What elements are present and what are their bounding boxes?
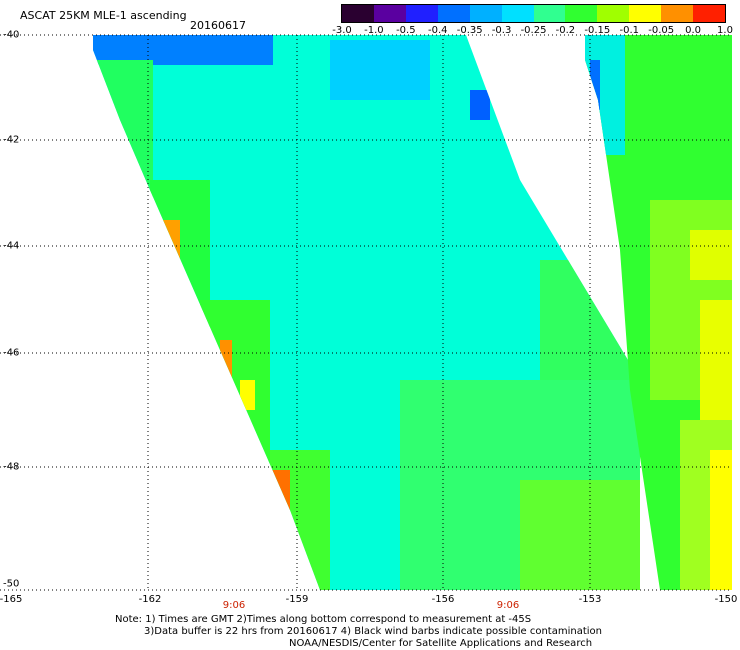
colorbar-segment — [437, 5, 470, 22]
colorbar-segment — [405, 5, 438, 22]
footnote-line-1: Note: 1) Times are GMT 2)Times along bot… — [115, 614, 532, 625]
colorbar-tick-label: -0.2 — [555, 25, 576, 36]
colorbar-segment — [501, 5, 534, 22]
lon-label: -159 — [285, 594, 309, 605]
footnote-line-3: NOAA/NESDIS/Center for Satellite Applica… — [289, 638, 593, 649]
lat-label: -48 — [3, 461, 20, 473]
lon-label: -153 — [578, 594, 602, 605]
lon-label: -162 — [138, 594, 162, 605]
colorbar-tick-label: -0.25 — [520, 25, 547, 36]
swath-a — [93, 35, 640, 590]
pass-time-label: 9:06 — [496, 600, 520, 611]
lat-label: -42 — [3, 134, 20, 146]
colorbar-segment — [597, 5, 630, 22]
lon-label: -156 — [431, 594, 455, 605]
colorbar-segment — [342, 5, 374, 22]
colorbar-tick-label: 1.0 — [717, 25, 733, 36]
colorbar-tick-label: -0.3 — [491, 25, 512, 36]
colorbar-tick-label: -0.4 — [427, 25, 448, 36]
lat-label: -50 — [3, 578, 20, 590]
colorbar-segment — [469, 5, 502, 22]
colorbar-segment — [693, 5, 726, 22]
footnote-line-2: 3)Data buffer is 22 hrs from 20160617 4)… — [144, 626, 602, 637]
colorbar-tick-label: 0.0 — [685, 25, 702, 36]
lon-label: -165 — [0, 594, 23, 605]
colorbar-segment — [373, 5, 406, 22]
colorbar-segment — [629, 5, 662, 22]
map-date: 20160617 — [190, 19, 246, 32]
grid-lines — [0, 34, 732, 591]
lat-label: -40 — [3, 29, 20, 41]
swath-b — [585, 35, 732, 590]
colorbar-tick-label: -1.0 — [364, 25, 384, 36]
lon-label: -150 — [714, 594, 738, 605]
lat-label: -46 — [3, 347, 20, 359]
colorbar-tick-label: -3.0 — [332, 25, 352, 36]
colorbar-tick-label: -0.1 — [619, 25, 640, 36]
colorbar-tick-label: -0.15 — [584, 25, 611, 36]
colorbar-segment — [533, 5, 566, 22]
pass-time-label: 9:06 — [222, 600, 246, 611]
colorbar — [341, 4, 726, 23]
colorbar-tick-label: -0.05 — [648, 25, 675, 36]
colorbar-tick-label: -0.5 — [396, 25, 416, 36]
lat-label: -44 — [3, 240, 20, 252]
map-title: ASCAT 25KM MLE-1 ascending — [20, 9, 187, 22]
colorbar-segment — [661, 5, 694, 22]
colorbar-tick-label: -0.35 — [456, 25, 483, 36]
colorbar-segment — [565, 5, 598, 22]
